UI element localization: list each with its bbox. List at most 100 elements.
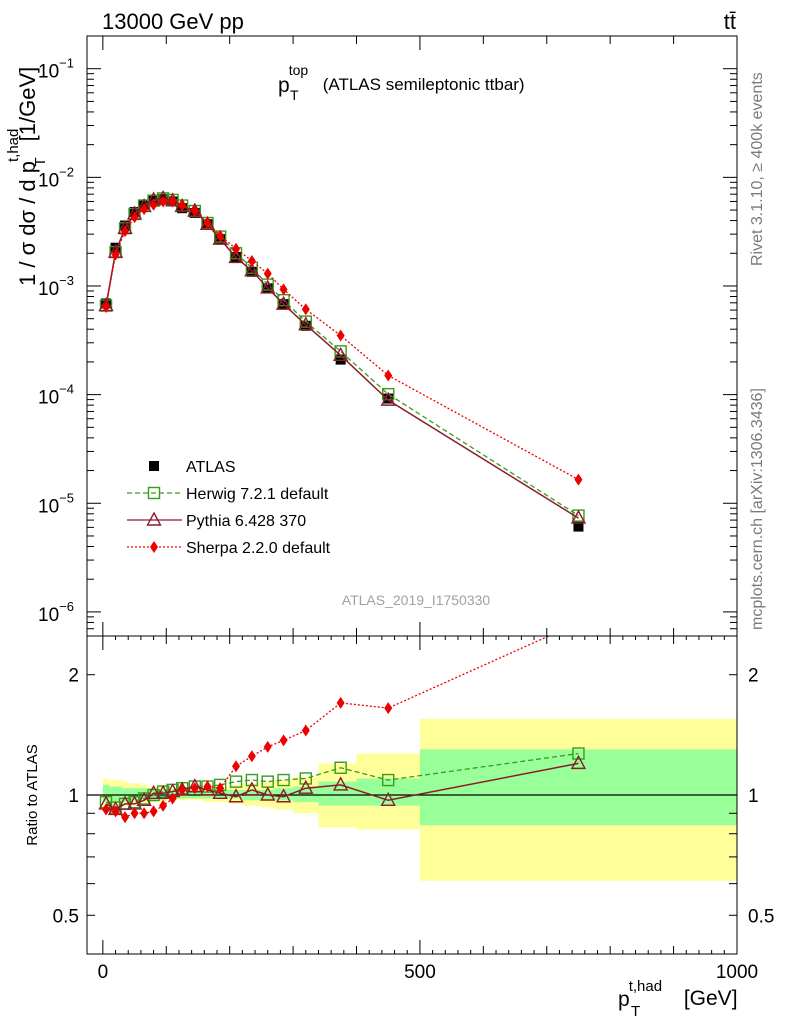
y-tick-exponent: −3 [59,273,74,288]
data-point-0-16 [300,320,311,331]
data-point-2-18 [380,391,396,406]
main-title: ptop T (ATLAS semileptonic ttbar) [278,62,525,103]
data-point-3-12 [232,242,241,255]
data-point-3-10 [203,216,212,229]
y-tick-exponent: −1 [59,56,74,71]
legend-marker-3 [150,541,158,553]
mcplots-label: mcplots.cern.ch [arXiv:1306.3436] [749,388,766,630]
stat-uncertainty-band-19 [419,749,737,826]
data-point-3-3 [130,211,139,224]
y-tick-label: 10−2 [38,164,74,191]
data-point-3-0 [102,301,111,314]
ratio-point-1-13 [244,781,260,796]
ratio-line-0 [105,752,579,809]
ratio-point-2-12 [232,760,241,773]
x-tick-label: 0 [98,962,109,983]
ratio-point-1-12 [228,788,244,803]
ratio-point-2-17 [336,696,345,709]
ratio-point-1-19 [570,754,587,770]
ratio-point-2-8 [178,783,187,796]
data-point-2-12 [228,248,244,264]
data-point-1-16 [299,315,312,328]
ratio-point-2-16 [301,724,310,737]
analysis-watermark: ATLAS_2019_I1750330 [342,592,491,608]
ratio-y-tick-label-left: 1 [68,786,79,807]
ratio-point-2-6 [159,799,168,812]
main-axes: 10−610−510−410−310−210−1 [38,35,738,637]
ratio-point-1-16 [298,779,314,794]
ratio-point-2-18 [384,702,393,715]
ratio-axes: 0.5 0.5 1 1 2 2 0 500 1000 [53,636,774,983]
data-point-3-13 [247,254,256,267]
main-title-superscript: top [289,62,309,78]
stat-uncertainty-band-12 [229,789,243,799]
ratio-point-1-18 [380,791,396,806]
data-point-2-15 [275,295,292,310]
ratio-point-1-11 [212,784,228,799]
y-axis-label-subscript: T [32,157,49,166]
ratio-point-0-16 [299,772,312,785]
rivet-version-label: Rivet 3.1.10, ≥ 400k events [749,72,766,266]
data-point-3-11 [216,229,225,242]
data-point-3-1 [111,248,120,261]
series-line-2 [105,197,579,519]
data-point-0-18 [383,393,394,404]
legend: ATLAS Herwig 7.2.1 default Pythia 6.428 37… [127,459,331,557]
y-tick-exponent: −5 [59,490,74,505]
ratio-point-2-5 [149,805,158,818]
ratio-point-1-4 [136,791,152,806]
data-point-3-6 [159,195,168,208]
ratio-point-0-12 [229,775,243,788]
main-title-description: (ATLAS semileptonic ttbar) [318,75,525,94]
ratio-y-tick-label-right: 1 [748,786,759,807]
data-point-3-19 [574,473,583,486]
main-panel-frame [86,35,738,637]
ratio-plot-area [87,636,737,881]
ratio-point-1-14 [260,786,276,801]
y-tick-label: 10−6 [38,599,74,626]
x-axis-label-unit: [GeV] [678,987,738,1010]
ratio-point-2-3 [130,807,139,820]
data-point-2-14 [260,279,276,294]
x-axis-label-subscript: T [631,1003,640,1020]
data-point-3-2 [121,225,130,238]
ratio-point-1-10 [199,781,216,796]
x-axis-label-superscript: t,had [629,978,662,995]
data-point-2-13 [244,262,260,277]
ratio-line-1 [105,762,579,811]
header-process-label: tt̄ [724,9,736,34]
data-point-3-5 [149,198,158,211]
ratio-point-2-11 [216,782,225,795]
data-point-0-17 [335,354,346,365]
ratio-point-1-2 [117,795,133,810]
ratio-point-2-9 [190,782,199,795]
ratio-y-tick-label-right: 0.5 [748,906,774,927]
legend-marker-1 [147,486,161,500]
ratio-point-2-0 [102,803,111,816]
ratio-point-0-17 [334,761,347,774]
ratio-point-2-2 [121,811,130,824]
y-tick-label: 10−4 [38,382,74,409]
main-title-symbol: p [278,74,290,97]
stat-uncertainty-band-1 [109,786,122,803]
legend-label-2: Pythia 6.428 370 [186,513,306,530]
y-tick-exponent: −2 [59,164,74,179]
data-point-3-18 [384,369,393,382]
ratio-y-tick-label-left: 0.5 [53,906,79,927]
data-point-2-19 [570,509,587,524]
ratio-point-2-15 [279,734,288,747]
y-tick-base: 10 [38,388,59,409]
ratio-y-tick-label-left: 2 [68,666,79,687]
data-point-3-9 [190,204,199,217]
ratio-point-0-13 [245,773,259,787]
ratio-point-2-1 [111,805,120,818]
series-line-3 [105,200,579,481]
main-title-subscript: T [290,87,299,103]
legend-marker-0 [149,461,159,471]
y-axis-label-unit: [1/GeV] [15,67,40,148]
data-point-3-4 [140,203,149,216]
ratio-y-tick-label-right: 2 [748,666,759,687]
ratio-point-0-18 [382,773,395,787]
data-point-0-19 [573,521,584,532]
